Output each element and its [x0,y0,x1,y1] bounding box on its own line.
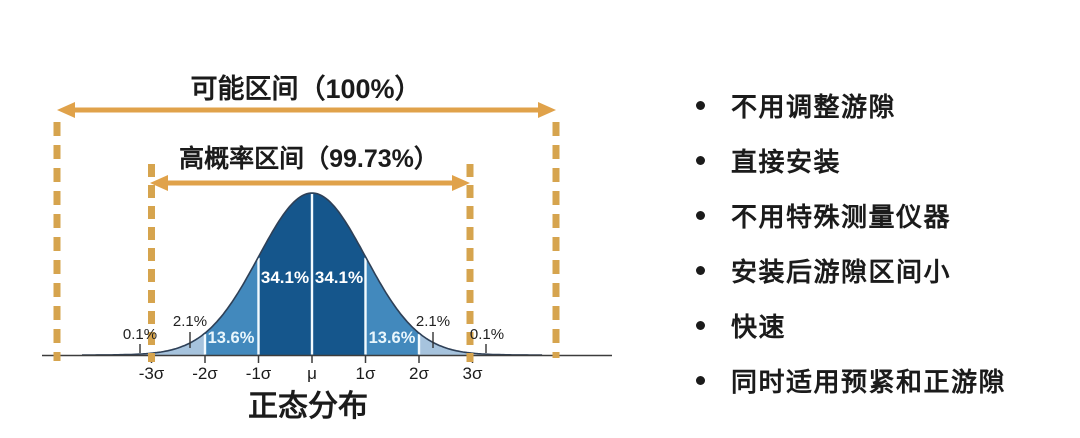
band-6 [419,333,473,355]
segment-label-34.1-left: 34.1% [261,268,309,287]
segment-label-0.1-right: 0.1% [470,326,504,343]
feature-item: 快速 [688,298,1006,353]
feature-item: 不用特殊测量仪器 [688,188,1006,243]
feature-text: 不用特殊测量仪器 [731,202,952,232]
arrowhead-left-icon [57,102,75,118]
full-range-arrow [57,102,556,118]
x-tick-label: -3σ [139,364,165,383]
distribution-figure: -3σ -2σ -1σ μ 1σ 2σ 3σ 可能区间（100%） 高概率区间（99.73%… [42,73,612,423]
segment-label-13.6-right: 13.6% [369,329,416,347]
segment-label-34.1-right: 34.1% [315,268,363,287]
feature-text: 快速 [731,312,787,342]
feature-text: 直接安装 [731,147,842,177]
band-1 [151,333,205,355]
feature-text: 不用调整游隙 [731,92,897,122]
segment-label-13.6-left: 13.6% [208,329,255,347]
x-axis-ticks: -3σ -2σ -1σ μ 1σ 2σ 3σ [139,356,483,383]
bullet-dot-icon [696,321,705,330]
curve-outline [82,192,543,356]
feature-item: 不用调整游隙 [688,78,1006,133]
x-tick-label: μ [307,364,317,383]
bullet-dot-icon [696,266,705,275]
x-tick-label: 1σ [356,364,376,383]
arrowhead-right-icon [452,175,470,191]
normal-distribution-chart: -3σ -2σ -1σ μ 1σ 2σ 3σ 可能区间（100%） 高概率区间（99.73%… [42,73,612,423]
bullet-dot-icon [696,101,705,110]
full-range-title: 可能区间（100%） [190,73,421,104]
feature-text: 安装后游隙区间小 [731,257,952,287]
arrowhead-right-icon [538,102,556,118]
x-tick-label: -2σ [192,364,218,383]
x-tick-label: -1σ [246,364,272,383]
segment-label-2.1-right: 2.1% [416,313,450,330]
feature-list: 不用调整游隙 直接安装 不用特殊测量仪器 安装后游隙区间小 快速 同时适用预紧和… [688,78,1006,408]
band-separators [203,194,421,355]
feature-item: 安装后游隙区间小 [688,243,1006,298]
feature-item: 直接安装 [688,133,1006,188]
bullet-dot-icon [696,211,705,220]
x-tick-label: 3σ [463,364,483,383]
arrowhead-left-icon [150,175,168,191]
bullet-dot-icon [696,156,705,165]
feature-text: 同时适用预紧和正游隙 [731,367,1007,397]
feature-item: 同时适用预紧和正游隙 [688,353,1006,408]
segment-label-2.1-left: 2.1% [173,313,207,330]
chart-caption: 正态分布 [248,390,368,423]
high-prob-range-arrow [150,175,470,191]
high-prob-range-title: 高概率区间（99.73%） [179,144,439,173]
segment-label-0.1-left: 0.1% [123,326,157,343]
bullet-dot-icon [696,376,705,385]
x-tick-label: 2σ [409,364,429,383]
